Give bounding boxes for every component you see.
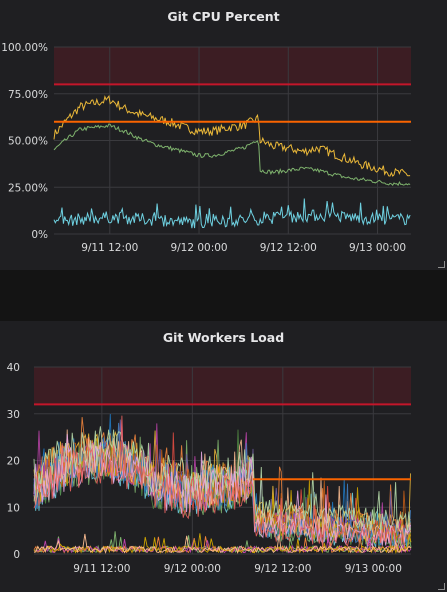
y-tick-label: 50.00% [8,136,48,148]
threshold-critical-region [34,367,411,405]
threshold-critical-region [54,47,411,85]
workers-load-chart[interactable]: 0 10 20 30 40 9/11 12:00 9/12 00:00 9/12 12:00 9… [0,321,447,592]
x-tick-label: 9/12 00:00 [170,242,227,254]
series-line[interactable] [33,437,411,545]
y-tick-label: 40 [7,362,20,374]
y-tick-label: 75.00% [8,89,48,101]
x-tick-label: 9/11 12:00 [81,242,138,254]
y-tick-label: 10 [7,502,20,514]
x-tick-label: 9/12 12:00 [260,242,317,254]
series-line[interactable] [53,123,411,187]
series-line[interactable] [53,95,411,177]
series-line[interactable] [33,533,412,554]
y-tick-label: 20 [7,456,20,468]
x-tick-label: 9/12 12:00 [254,563,311,575]
y-tick-label: 0% [31,229,48,241]
resize-handle-icon[interactable] [438,583,445,590]
resize-handle-icon[interactable] [438,261,445,268]
cpu-percent-panel: Git CPU Percent 0% 25.00% 50.00% 75.00% 100.… [0,0,447,270]
workers-load-panel: Git Workers Load 0 10 20 30 40 9/11 12:00 9/12… [0,321,447,592]
x-tick-label: 9/12 00:00 [164,563,221,575]
cpu-percent-chart[interactable]: 0% 25.00% 50.00% 75.00% 100.00% 9/11 12:00 9/1… [0,0,447,270]
y-tick-label: 0 [13,549,20,561]
series-line[interactable] [53,198,411,229]
series-line[interactable] [33,415,411,551]
x-tick-label: 9/11 12:00 [73,563,130,575]
y-tick-label: 30 [7,409,20,421]
x-tick-label: 9/13 00:00 [345,563,402,575]
y-tick-label: 25.00% [8,182,48,194]
series-line[interactable] [33,426,411,533]
panel-title-load[interactable]: Git Workers Load [162,330,285,345]
x-tick-label: 9/13 00:00 [349,242,406,254]
panel-title-cpu[interactable]: Git CPU Percent [167,9,280,24]
series-line[interactable] [33,434,411,551]
y-tick-label: 100.00% [1,42,48,54]
